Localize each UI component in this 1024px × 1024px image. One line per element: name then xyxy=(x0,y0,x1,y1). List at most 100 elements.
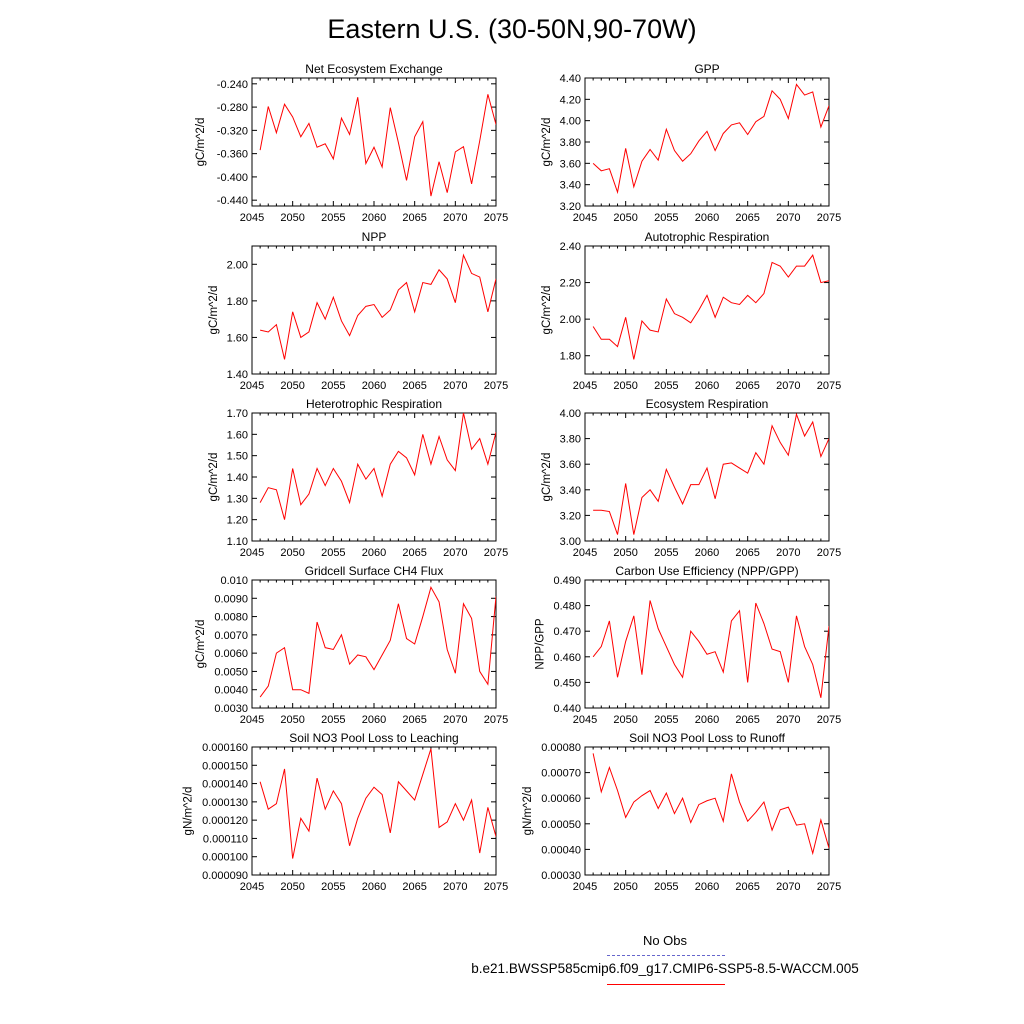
x-tick-label: 2045 xyxy=(573,881,597,893)
y-tick-label: 1.80 xyxy=(560,351,581,363)
x-tick-label: 2070 xyxy=(443,380,467,392)
x-tick-label: 2045 xyxy=(573,212,597,224)
y-tick-label: 1.20 xyxy=(227,515,248,527)
x-tick-label: 2060 xyxy=(362,714,386,726)
x-tick-label: 2055 xyxy=(321,380,345,392)
x-tick-label: 2070 xyxy=(443,547,467,559)
y-tick-label: 3.20 xyxy=(560,510,581,522)
x-tick-label: 2050 xyxy=(613,714,637,726)
x-tick-label: 2065 xyxy=(735,380,759,392)
series-line-0 xyxy=(592,600,829,698)
panel-title: Soil NO3 Pool Loss to Leaching xyxy=(289,731,458,745)
x-tick-label: 2045 xyxy=(240,380,264,392)
y-tick-label: 3.80 xyxy=(560,137,581,149)
y-axis-label: gC/m^2/d xyxy=(195,620,207,669)
x-tick-label: 2060 xyxy=(695,212,719,224)
y-tick-label: 0.000090 xyxy=(202,870,248,882)
y-tick-label: -0.240 xyxy=(217,79,248,91)
y-axis-label: gC/m^2/d xyxy=(208,453,220,502)
chart-panel-0: Net Ecosystem Exchange 2045 2050 2055 2060 20… xyxy=(195,62,508,224)
y-tick-label: 4.40 xyxy=(560,73,581,85)
y-tick-label: 3.40 xyxy=(560,485,581,497)
y-tick-label: 2.00 xyxy=(560,314,581,326)
series-line-0 xyxy=(259,586,496,698)
x-tick-label: 2060 xyxy=(362,881,386,893)
y-tick-label: 0.000150 xyxy=(202,760,248,772)
chart-panel-2: NPP 2045 2050 2055 2060 2065 2070 2075 1.40 1.60 1… xyxy=(208,230,508,392)
series-line-0 xyxy=(592,753,829,856)
y-tick-label: 4.00 xyxy=(560,116,581,128)
series-line-0 xyxy=(260,253,496,360)
plot-frame xyxy=(584,579,830,709)
legend-model-label: b.e21.BWSSP585cmip6.f09_g17.CMIP6-SSP5-8… xyxy=(471,961,859,976)
y-tick-label: 1.40 xyxy=(227,369,248,381)
series-line-0 xyxy=(592,83,829,195)
y-tick-label: 0.450 xyxy=(553,677,581,689)
plot-frame xyxy=(251,245,497,375)
x-tick-label: 2060 xyxy=(695,547,719,559)
x-tick-label: 2075 xyxy=(484,714,508,726)
x-tick-label: 2075 xyxy=(484,881,508,893)
x-tick-label: 2075 xyxy=(484,547,508,559)
y-tick-label: 3.60 xyxy=(560,158,581,170)
series-line-0 xyxy=(593,413,829,535)
y-tick-label: 0.0060 xyxy=(214,648,248,660)
series-line-0 xyxy=(592,254,829,360)
x-tick-label: 2075 xyxy=(817,212,841,224)
figure-title: Eastern U.S. (30-50N,90-70W) xyxy=(327,14,697,44)
x-tick-label: 2065 xyxy=(735,881,759,893)
x-tick-label: 2050 xyxy=(280,212,304,224)
x-tick-label: 2060 xyxy=(695,714,719,726)
y-tick-label: 1.70 xyxy=(227,408,248,420)
x-tick-label: 2070 xyxy=(776,881,800,893)
plot-frame xyxy=(584,245,830,375)
x-tick-label: 2045 xyxy=(240,547,264,559)
y-tick-label: 1.60 xyxy=(227,429,248,441)
x-tick-label: 2050 xyxy=(280,881,304,893)
x-tick-label: 2050 xyxy=(613,380,637,392)
y-tick-label: 0.470 xyxy=(553,626,581,638)
panel-title: NPP xyxy=(362,230,387,244)
plot-frame xyxy=(584,746,830,876)
chart-panel-9: Soil NO3 Pool Loss to Runoff 2045 2050 2055… xyxy=(522,731,841,893)
x-tick-label: 2065 xyxy=(402,547,426,559)
y-tick-label: -0.280 xyxy=(217,102,248,114)
x-tick-label: 2065 xyxy=(402,212,426,224)
x-tick-label: 2055 xyxy=(321,714,345,726)
x-tick-label: 2075 xyxy=(817,547,841,559)
y-tick-label: 0.480 xyxy=(553,601,581,613)
chart-panel-6: Gridcell Surface CH4 Flux 2045 2050 2055 206… xyxy=(195,564,508,726)
x-tick-label: 2065 xyxy=(402,714,426,726)
x-tick-label: 2075 xyxy=(484,380,508,392)
y-axis-label: NPP/GPP xyxy=(535,618,547,669)
panel-title: GPP xyxy=(694,62,719,76)
y-tick-label: 1.60 xyxy=(227,332,248,344)
x-tick-label: 2045 xyxy=(573,380,597,392)
legend-obs-label: No Obs xyxy=(642,933,688,948)
x-tick-label: 2050 xyxy=(613,881,637,893)
x-tick-label: 2060 xyxy=(362,380,386,392)
y-tick-label: 0.0070 xyxy=(214,630,248,642)
x-tick-label: 2065 xyxy=(735,714,759,726)
y-tick-label: 0.0080 xyxy=(214,612,248,624)
y-tick-label: 0.00060 xyxy=(541,793,581,805)
x-tick-label: 2055 xyxy=(654,881,678,893)
y-tick-label: 0.490 xyxy=(553,575,581,587)
y-axis-label: gN/m^2/d xyxy=(522,787,534,836)
panel-title: Soil NO3 Pool Loss to Runoff xyxy=(629,731,786,745)
y-tick-label: -0.440 xyxy=(217,195,248,207)
panel-title: Autotrophic Respiration xyxy=(645,230,770,244)
x-tick-label: 2050 xyxy=(613,212,637,224)
series-line-0 xyxy=(259,413,496,520)
x-tick-label: 2055 xyxy=(321,547,345,559)
plot-frame xyxy=(584,77,830,207)
y-tick-label: 3.40 xyxy=(560,180,581,192)
panel-title: Carbon Use Efficiency (NPP/GPP) xyxy=(615,564,798,578)
chart-panel-8: Soil NO3 Pool Loss to Leaching 2045 2050 20… xyxy=(183,731,509,893)
y-axis-label: gC/m^2/d xyxy=(208,286,220,335)
x-tick-label: 2045 xyxy=(240,714,264,726)
y-tick-label: 0.000120 xyxy=(202,815,248,827)
y-axis-label: gC/m^2/d xyxy=(195,118,207,167)
x-tick-label: 2075 xyxy=(817,881,841,893)
